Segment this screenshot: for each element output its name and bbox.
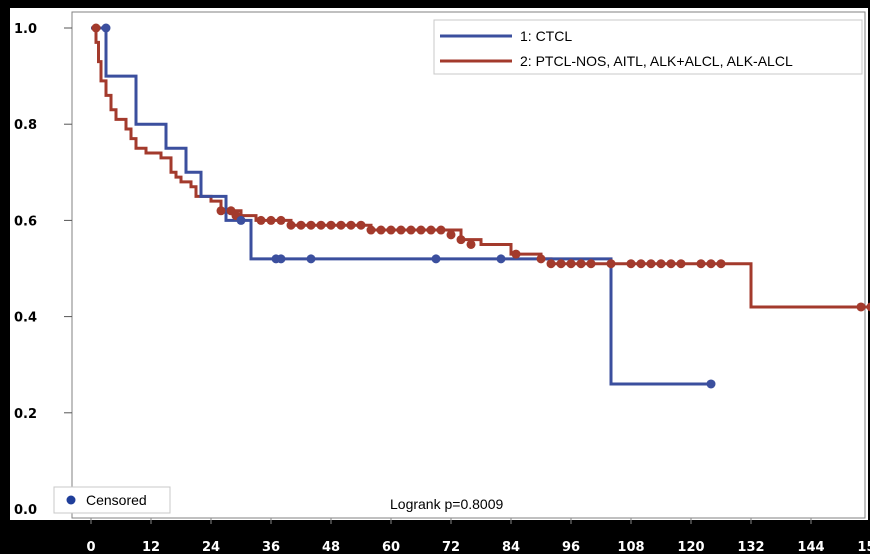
x-tick-label: 0 — [86, 540, 95, 554]
x-tick-label: 108 — [617, 540, 644, 554]
y-tick-label: 0.2 — [14, 407, 37, 422]
censor-point-ptcl — [646, 259, 656, 269]
censor-point-ptcl — [346, 220, 356, 230]
censor-point-ptcl — [256, 215, 266, 225]
y-tick-label: 0.4 — [14, 311, 37, 326]
censor-point-ptcl — [716, 259, 726, 269]
censor-point-ptcl — [286, 220, 296, 230]
x-tick-label: 84 — [502, 540, 520, 554]
censor-point-ptcl — [366, 225, 376, 235]
censor-point-ptcl — [456, 235, 466, 245]
y-tick-label: 0.0 — [14, 503, 37, 518]
censor-point-ptcl — [446, 230, 456, 240]
censor-point-ptcl — [356, 220, 366, 230]
censor-point-ptcl — [336, 220, 346, 230]
censor-point-ptcl — [396, 225, 406, 235]
censor-point-ctcl — [236, 215, 246, 225]
censor-point-ptcl — [586, 259, 596, 269]
censor-point-ptcl — [416, 225, 426, 235]
censor-point-ptcl — [666, 259, 676, 269]
censor-point-ptcl — [216, 206, 226, 216]
x-tick-label: 24 — [202, 540, 220, 554]
x-tick-label: 48 — [322, 540, 340, 554]
y-axis: 0.0 0.2 0.4 0.6 0.8 1.0 — [14, 22, 72, 518]
censor-point-ptcl — [536, 254, 546, 264]
censor-point-ptcl — [546, 259, 556, 269]
legend-box — [433, 19, 863, 75]
censor-point-ptcl — [326, 220, 336, 230]
censor-point-ctcl — [496, 254, 506, 264]
legend: 1: CTCL 2: PTCL-NOS, AITL, ALK+ALCL, ALK… — [433, 19, 863, 75]
y-tick-label: 0.8 — [14, 118, 37, 133]
censor-point-ptcl — [656, 259, 666, 269]
censor-point-ptcl — [406, 225, 416, 235]
censor-point-ptcl — [566, 259, 576, 269]
censor-point-ptcl — [266, 215, 276, 225]
x-tick-label: 120 — [677, 540, 704, 554]
censor-point-ptcl — [426, 225, 436, 235]
censor-point-ctcl — [101, 23, 111, 33]
censor-point-ptcl — [866, 302, 870, 312]
censor-point-ptcl — [91, 23, 101, 33]
x-tick-label: 12 — [142, 540, 160, 554]
legend-label-ctcl: 1: CTCL — [520, 28, 572, 44]
censor-point-ptcl — [386, 225, 396, 235]
y-tick-label: 0.6 — [14, 214, 37, 229]
logrank-annotation: Logrank p=0.8009 — [390, 496, 503, 512]
x-tick-label: 144 — [797, 540, 824, 554]
censor-point-ptcl — [606, 259, 616, 269]
censor-point-ptcl — [316, 220, 326, 230]
censor-point-ptcl — [466, 239, 476, 249]
censor-point-ptcl — [626, 259, 636, 269]
censor-point-ctcl — [276, 254, 286, 264]
censor-point-ptcl — [636, 259, 646, 269]
series-layer — [91, 23, 870, 389]
censor-point-ptcl — [376, 225, 386, 235]
censor-point-ptcl — [296, 220, 306, 230]
censored-marker-icon — [66, 495, 76, 505]
censor-point-ptcl — [696, 259, 706, 269]
x-tick-label: 96 — [562, 540, 580, 554]
censor-point-ctcl — [306, 254, 316, 264]
censor-point-ptcl — [676, 259, 686, 269]
legend-label-ptcl: 2: PTCL-NOS, AITL, ALK+ALCL, ALK-ALCL — [520, 53, 793, 69]
censor-point-ptcl — [856, 302, 866, 312]
x-tick-label: 132 — [737, 540, 764, 554]
censored-legend-label: Censored — [86, 492, 147, 508]
censor-point-ptcl — [576, 259, 586, 269]
censor-point-ptcl — [306, 220, 316, 230]
x-tick-label: 72 — [442, 540, 460, 554]
censor-point-ptcl — [436, 225, 446, 235]
censor-point-ptcl — [706, 259, 716, 269]
y-tick-label: 1.0 — [14, 22, 37, 37]
censor-point-ctcl — [431, 254, 441, 264]
x-tick-label: 156 — [857, 540, 870, 554]
x-tick-label: 60 — [382, 540, 400, 554]
censored-legend: Censored — [53, 486, 171, 514]
censor-point-ctcl — [706, 379, 716, 389]
censor-point-ptcl — [511, 249, 521, 259]
x-axis: 0122436486072849610812013214415616818019… — [86, 518, 870, 554]
series-line-ptcl — [91, 26, 870, 309]
censor-point-ptcl — [556, 259, 566, 269]
x-tick-label: 36 — [262, 540, 280, 554]
censor-point-ptcl — [276, 215, 286, 225]
